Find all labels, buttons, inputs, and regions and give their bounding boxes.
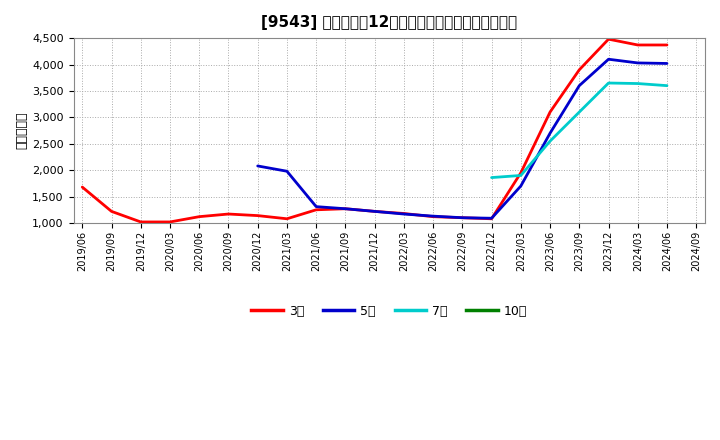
7年 (662, 83, 671, 88)
3年 (634, 42, 642, 48)
3年 (341, 206, 350, 211)
5年 (487, 216, 496, 221)
3年 (166, 219, 174, 224)
5年 (575, 83, 584, 88)
7年 (516, 173, 525, 178)
3年 (224, 211, 233, 216)
7年 (604, 81, 613, 86)
3年 (78, 184, 86, 190)
7年 (487, 175, 496, 180)
3年 (662, 42, 671, 48)
3年 (516, 170, 525, 176)
Line: 7年: 7年 (492, 83, 667, 178)
5年 (458, 215, 467, 220)
3年 (107, 209, 116, 214)
7年 (634, 81, 642, 86)
5年 (283, 169, 292, 174)
Title: [9543] 当期純利益12か月移動合計の標準偏差の推移: [9543] 当期純利益12か月移動合計の標準偏差の推移 (261, 15, 517, 30)
Line: 3年: 3年 (82, 39, 667, 222)
7年 (575, 110, 584, 115)
3年 (546, 110, 554, 115)
5年 (634, 60, 642, 66)
3年 (283, 216, 292, 221)
3年 (429, 214, 438, 219)
Line: 5年: 5年 (258, 59, 667, 218)
5年 (370, 209, 379, 214)
5年 (400, 211, 408, 216)
3年 (400, 211, 408, 216)
5年 (662, 61, 671, 66)
5年 (341, 206, 350, 211)
3年 (136, 219, 145, 224)
3年 (487, 216, 496, 221)
5年 (546, 131, 554, 136)
3年 (195, 214, 204, 219)
3年 (370, 209, 379, 214)
3年 (458, 215, 467, 220)
Legend: 3年, 5年, 7年, 10年: 3年, 5年, 7年, 10年 (246, 300, 532, 323)
Y-axis label: （百万円）: （百万円） (15, 112, 28, 149)
3年 (253, 213, 262, 218)
3年 (312, 207, 320, 213)
5年 (429, 213, 438, 219)
5年 (516, 183, 525, 189)
5年 (253, 163, 262, 169)
3年 (604, 37, 613, 42)
3年 (575, 67, 584, 73)
7年 (546, 139, 554, 144)
5年 (312, 204, 320, 209)
5年 (604, 57, 613, 62)
